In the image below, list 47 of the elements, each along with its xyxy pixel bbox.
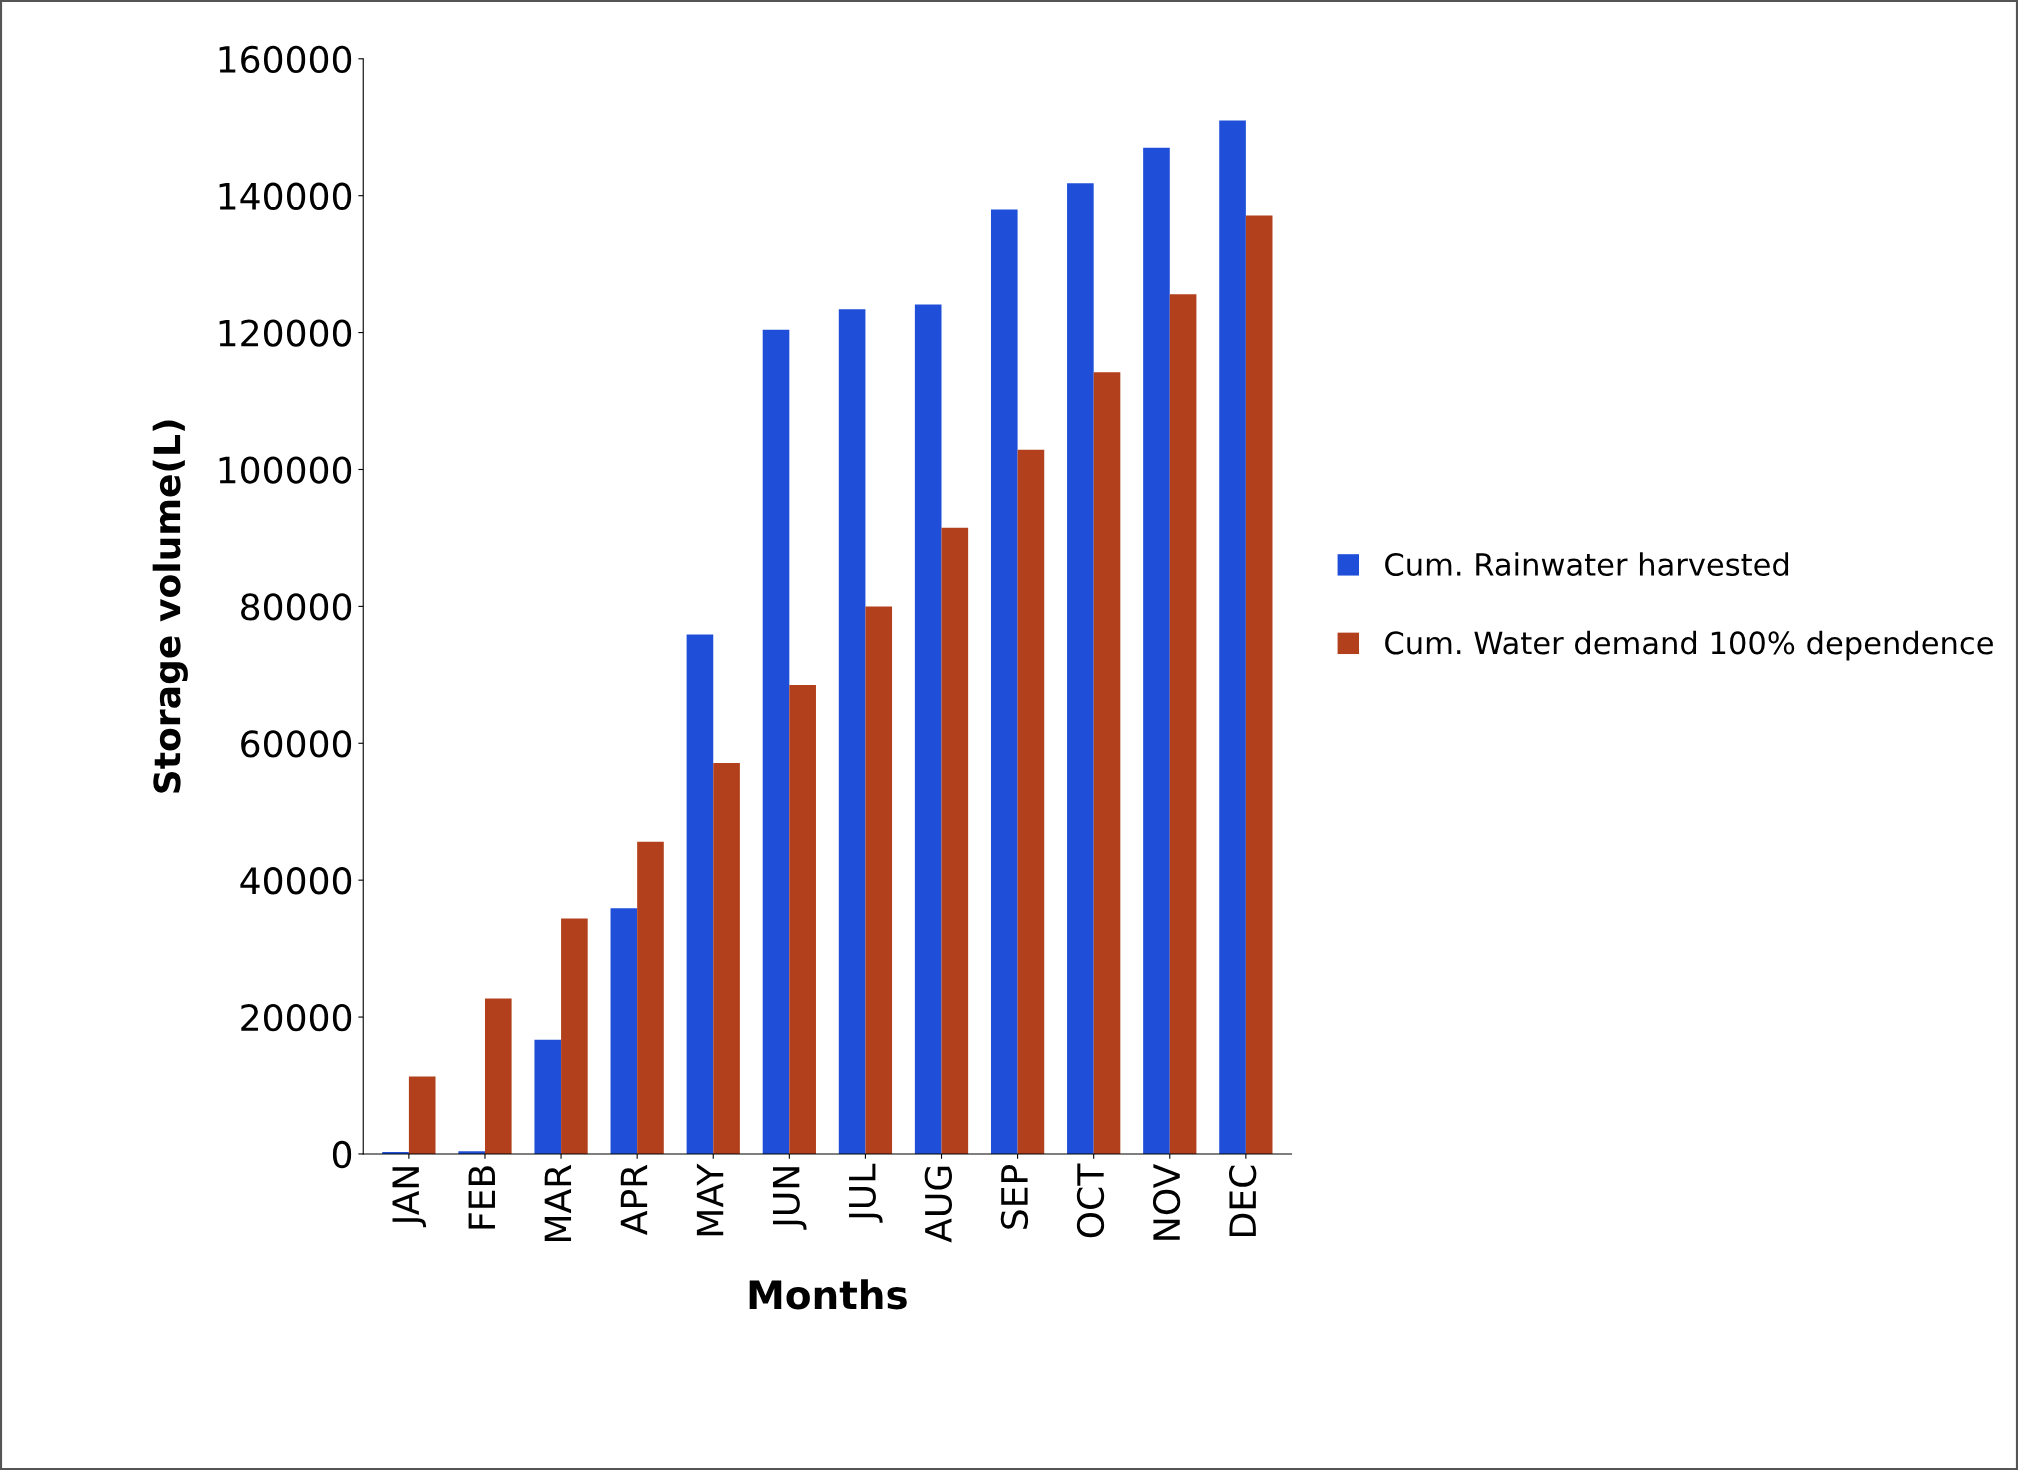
bar xyxy=(713,763,740,1154)
x-tick-label: APR xyxy=(620,1164,648,1235)
bar xyxy=(789,685,816,1154)
x-axis-title: Months xyxy=(749,1279,907,1310)
bar xyxy=(762,329,790,1154)
bar xyxy=(408,1076,436,1154)
legend-label: Cum. Rainwater harvested xyxy=(1385,552,1789,577)
bar xyxy=(914,304,942,1154)
bar xyxy=(686,634,714,1154)
x-tick-label: MAY xyxy=(696,1163,724,1236)
bar xyxy=(865,606,893,1154)
x-tick-label: AUG xyxy=(924,1166,952,1243)
bar xyxy=(484,998,512,1154)
x-tick-label: DEC xyxy=(1229,1165,1257,1236)
x-tick-label: JAN xyxy=(392,1167,427,1228)
y-axis-title: Storage volume(L) xyxy=(152,420,188,793)
y-tick-label: 120000 xyxy=(219,319,352,347)
legend-label: Cum. Water demand 100% dependence xyxy=(1385,630,1993,661)
bar xyxy=(1143,147,1170,1154)
x-tick-label: SEP xyxy=(1000,1164,1029,1229)
bar xyxy=(1245,215,1273,1154)
y-tick-label: 40000 xyxy=(240,867,352,895)
bar xyxy=(637,841,664,1154)
x-tick-label: NOV xyxy=(1152,1163,1181,1240)
y-tick-label: 0 xyxy=(332,1140,352,1169)
bar xyxy=(941,527,969,1154)
bar xyxy=(1219,120,1246,1154)
x-tick-label: OCT xyxy=(1076,1163,1105,1238)
x-tick-label: JUL xyxy=(849,1163,883,1223)
bar xyxy=(1169,294,1197,1154)
bar xyxy=(534,1039,562,1154)
bar xyxy=(1017,449,1045,1154)
x-tick-label: FEB xyxy=(468,1166,495,1229)
x-tick-label: JUN xyxy=(772,1167,807,1230)
y-tick-label: 160000 xyxy=(219,45,352,74)
bar xyxy=(1093,372,1121,1154)
bar xyxy=(1067,183,1094,1154)
bar xyxy=(561,918,588,1154)
x-tick-label: MAR xyxy=(544,1164,572,1242)
y-tick-label: 100000 xyxy=(219,456,352,484)
bar xyxy=(610,908,638,1154)
y-tick-label: 20000 xyxy=(241,1003,352,1032)
y-tick-label: 60000 xyxy=(241,730,352,758)
y-tick-label: 140000 xyxy=(219,182,352,210)
bar xyxy=(990,209,1018,1154)
bar xyxy=(838,309,866,1154)
y-tick-label: 80000 xyxy=(241,593,352,621)
